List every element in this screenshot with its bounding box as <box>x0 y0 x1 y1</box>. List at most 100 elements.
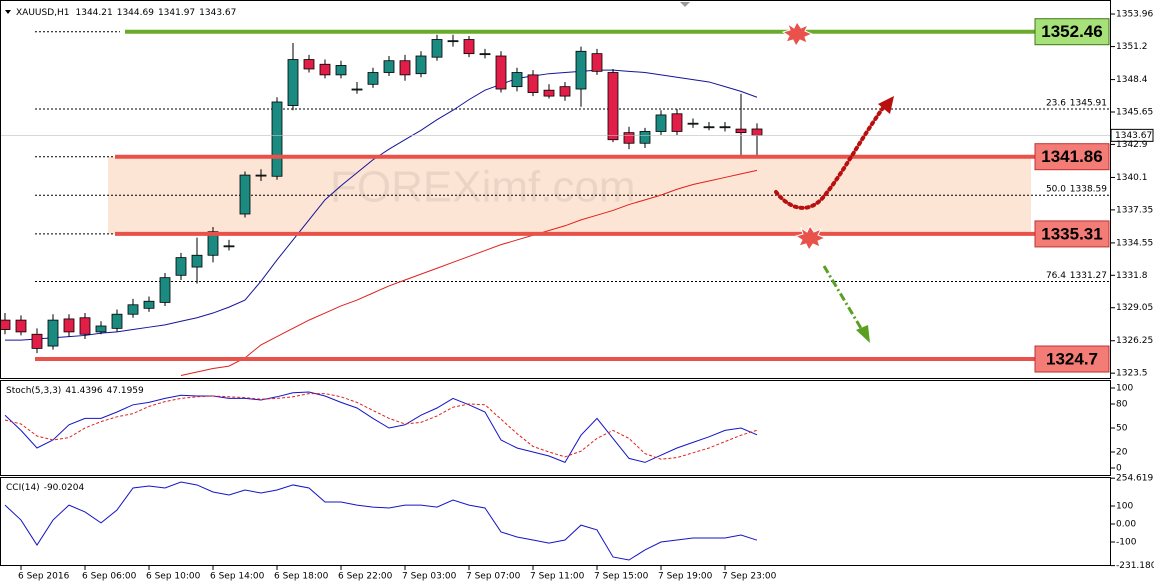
candle-body <box>591 53 603 72</box>
level-box <box>1034 18 1110 46</box>
shift-marker <box>680 2 690 7</box>
low-value: 1341.97 <box>158 8 195 18</box>
candle-body <box>319 63 331 76</box>
candle-body <box>95 325 107 333</box>
y-tick-label: 1342.9 <box>1116 140 1148 150</box>
stoch-signal-value: 47.1959 <box>107 386 144 396</box>
y-tick-label: 1353.96 <box>1116 10 1153 20</box>
y-tick-label: 1326.25 <box>1116 336 1153 346</box>
x-tick-label: 7 Sep 19:00 <box>658 572 713 582</box>
candle-body <box>31 333 43 349</box>
candle-body <box>79 317 91 335</box>
y-tick-label: 100 <box>1116 502 1133 512</box>
x-tick-label: 7 Sep 07:00 <box>466 572 521 582</box>
candle-body <box>127 304 139 315</box>
stoch-main-value: 41.4396 <box>65 386 102 396</box>
candle-body <box>559 86 571 97</box>
fib-price: 1338.59 <box>1070 185 1107 195</box>
y-tick-label: 1340.1 <box>1116 173 1148 183</box>
stoch-title: Stoch(5,3,3) <box>6 386 61 396</box>
y-tick-label: 254.619 <box>1116 474 1153 484</box>
candle-body <box>287 59 299 106</box>
y-tick-label: -231.1806 <box>1116 561 1154 571</box>
candle-body <box>703 126 715 129</box>
candle-body <box>207 231 219 256</box>
y-tick-label: 80 <box>1116 400 1128 410</box>
open-value: 1344.21 <box>76 8 113 18</box>
bullish-arrow <box>774 103 887 210</box>
fib-ratio: 76.4 <box>1046 271 1066 281</box>
level-box <box>1034 220 1110 248</box>
candle-body <box>511 72 523 88</box>
cci-header: CCI(14) -90.0204 <box>6 483 84 493</box>
candle-body <box>271 101 283 177</box>
cci-pane-frame <box>0 477 1111 566</box>
x-tick-label: 7 Sep 15:00 <box>594 572 649 582</box>
main-pane-frame <box>0 0 1111 379</box>
level-label: 1335.31 <box>1041 224 1102 243</box>
x-tick-label: 7 Sep 23:00 <box>722 572 777 582</box>
candle-body <box>239 174 251 215</box>
candle-body <box>751 128 763 136</box>
candle-body <box>159 277 171 303</box>
moving-average <box>180 169 758 377</box>
candle-body <box>0 319 11 330</box>
candle-body <box>63 318 75 333</box>
fib-price: 1331.27 <box>1070 271 1107 281</box>
candle-body <box>447 40 459 43</box>
candle-body <box>335 65 347 76</box>
candle-body <box>543 89 555 97</box>
candle-body <box>495 55 507 90</box>
candle-body <box>639 131 651 144</box>
cci-title: CCI(14) <box>6 483 40 493</box>
y-tick-label: 50 <box>1116 424 1128 434</box>
y-tick-label: 1337.35 <box>1116 205 1153 215</box>
fib-ratio: 23.6 <box>1046 98 1066 108</box>
indicator-line <box>4 393 758 460</box>
watermark: FOREXimf.com <box>330 163 636 212</box>
candle-body <box>527 74 539 93</box>
candle-body <box>191 254 203 268</box>
candle-body <box>735 128 747 134</box>
marks-layer: 23.6 1345.91 50.0 1338.59 76.4 1331.27 1352.46… <box>0 10 1154 582</box>
level-box <box>1034 345 1110 373</box>
x-tick-label: 6 Sep 22:00 <box>338 572 393 582</box>
candle-body <box>303 59 315 70</box>
candle-body <box>431 39 443 58</box>
y-tick-label: 1348.4 <box>1116 75 1148 85</box>
candle-body <box>607 72 619 141</box>
stoch-pane-frame <box>0 380 1111 476</box>
indicator-line <box>4 481 758 561</box>
moving-average <box>5 69 758 341</box>
x-tick-label: 6 Sep 06:00 <box>82 572 137 582</box>
menu-marker <box>5 10 11 14</box>
candle-body <box>655 114 667 132</box>
candle-body <box>15 319 27 333</box>
x-tick-label: 6 Sep 2016 <box>18 572 70 582</box>
y-tick-label: 1345.65 <box>1116 108 1153 118</box>
candle-body <box>399 60 411 76</box>
touch-marker <box>781 21 814 47</box>
candle-body <box>623 132 635 144</box>
y-tick-label: 1323.5 <box>1116 369 1148 379</box>
x-tick-label: 6 Sep 10:00 <box>146 572 201 582</box>
price-label: 1343.67 <box>1115 131 1152 141</box>
symbol: XAUUSD,H1 <box>16 8 70 18</box>
candle-body <box>575 50 587 90</box>
close-value: 1343.67 <box>199 8 236 18</box>
level-label: 1352.46 <box>1041 22 1102 41</box>
x-tick-label: 6 Sep 18:00 <box>274 572 329 582</box>
touch-marker <box>794 225 827 251</box>
candle-body <box>47 319 59 347</box>
y-tick-label: 1334.55 <box>1116 238 1153 248</box>
candle-body <box>383 60 395 73</box>
candle-body <box>687 122 699 125</box>
main-header: XAUUSD,H1 1344.21 1344.69 1341.97 1343.67 <box>16 8 236 18</box>
candle-body <box>175 257 187 276</box>
y-tick-label: 0.00 <box>1116 520 1136 530</box>
candle-body <box>367 72 379 85</box>
x-tick-label: 7 Sep 11:00 <box>530 572 585 582</box>
y-tick-label: 20 <box>1116 448 1128 458</box>
